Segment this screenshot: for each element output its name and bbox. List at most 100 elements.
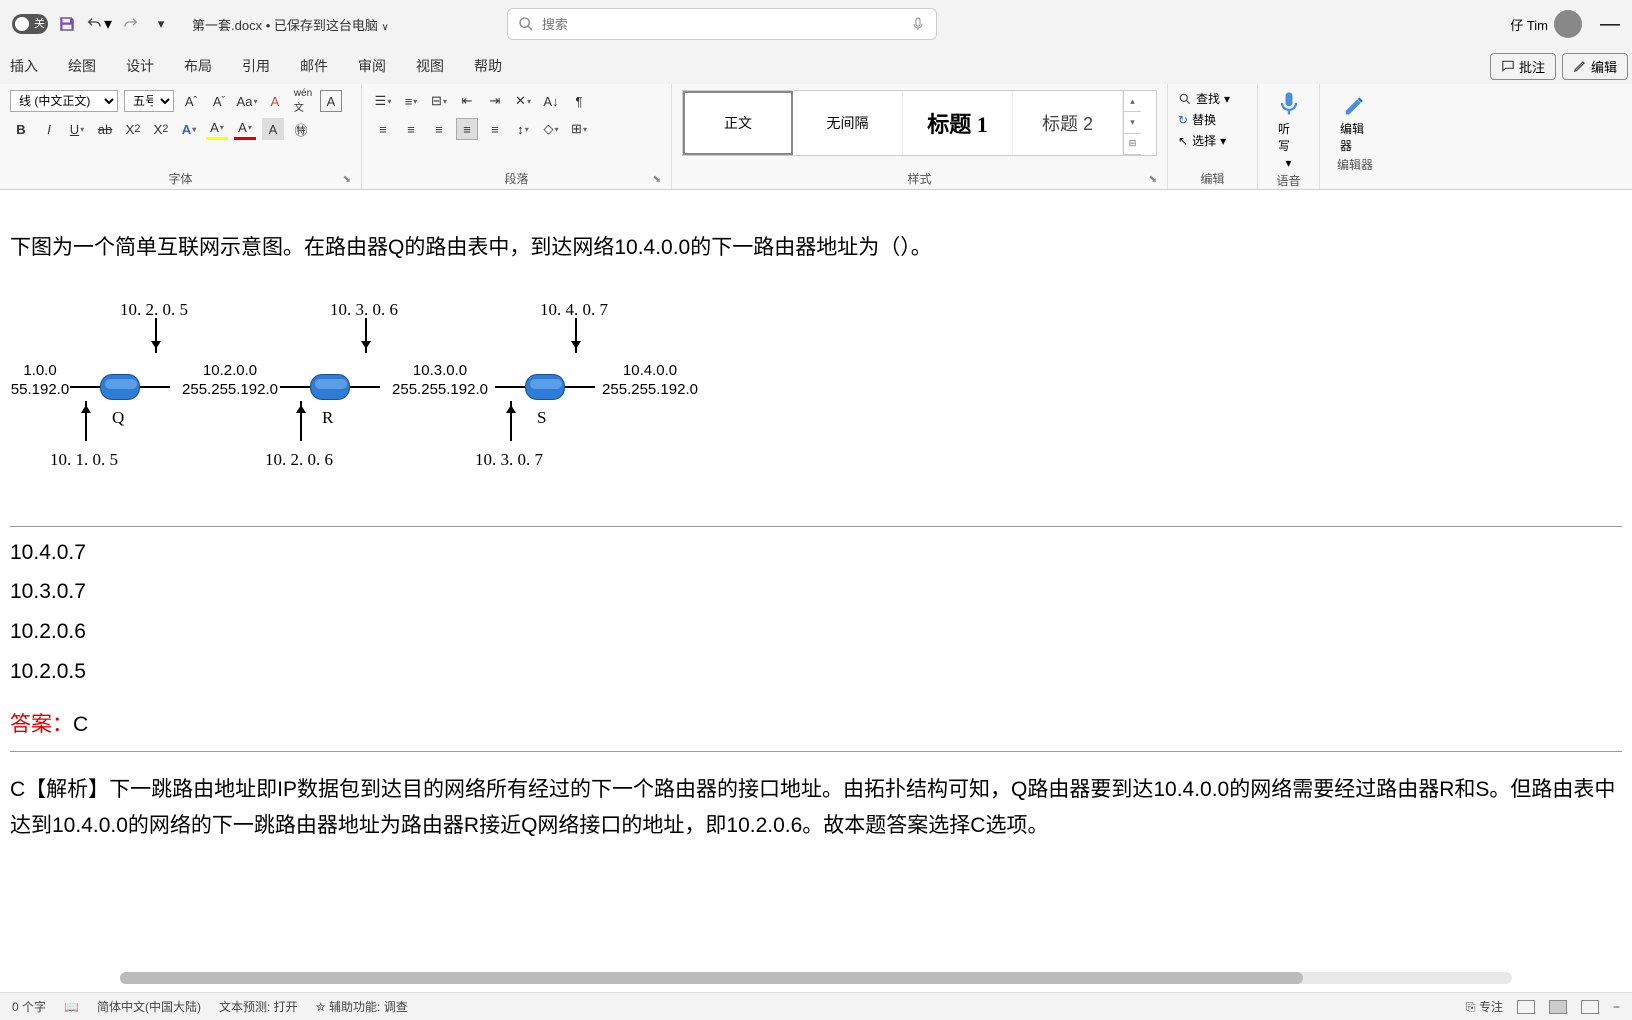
change-case-icon[interactable]: Aa▾ <box>236 90 258 112</box>
document-title: 第一套.docx • 已保存到这台电脑 ∨ <box>192 15 389 34</box>
distribute-icon[interactable]: ≡ <box>484 118 506 140</box>
justify-icon[interactable]: ≡ <box>456 118 478 140</box>
decrease-indent-icon[interactable]: ⇤ <box>456 90 478 112</box>
read-mode-icon[interactable] <box>1517 1000 1535 1014</box>
minimize-button[interactable]: — <box>1600 13 1620 36</box>
replace-button[interactable]: ↻替换 <box>1178 111 1247 128</box>
styles-gallery[interactable]: 正文 无间隔 标题 1 标题 2 ▴▾⊟ <box>682 90 1157 156</box>
horizontal-scrollbar[interactable] <box>120 972 1512 984</box>
align-right-icon[interactable]: ≡ <box>428 118 450 140</box>
tab-layout[interactable]: 布局 <box>178 52 218 80</box>
font-size-select[interactable]: 五号 <box>124 90 174 112</box>
paragraph-launcher-icon[interactable]: ⬊ <box>653 174 661 185</box>
enclose-char-icon[interactable]: ㊕ <box>290 118 312 140</box>
subscript-icon[interactable]: X2 <box>122 118 144 140</box>
tab-insert[interactable]: 插入 <box>4 52 44 80</box>
font-color-icon[interactable]: A▾ <box>234 118 256 140</box>
undo-button[interactable]: ▾ <box>86 14 112 34</box>
qat-dropdown[interactable]: ▾ <box>150 13 172 35</box>
search-input[interactable] <box>542 17 902 32</box>
style-normal[interactable]: 正文 <box>683 91 793 155</box>
group-font: 线 (中文正文) 五号 Aˆ Aˇ Aa▾ A wén文 A B I U▾ ab… <box>0 84 362 189</box>
line-spacing-icon[interactable]: ↕▾ <box>512 118 534 140</box>
answer-label: 答案： <box>10 713 73 736</box>
tab-mailings[interactable]: 邮件 <box>294 52 334 80</box>
analysis-text: C【解析】下一跳路由地址即IP数据包到达目的网络所有经过的下一个路由器的接口地址… <box>10 772 1622 843</box>
bullets-icon[interactable]: ☰▾ <box>372 90 394 112</box>
spellcheck-icon[interactable]: 📖 <box>64 1000 79 1014</box>
document-area: 下图为一个简单互联网示意图。在路由器Q的路由表中，到达网络10.4.0.0的下一… <box>0 190 1632 990</box>
ribbon: 线 (中文正文) 五号 Aˆ Aˇ Aa▾ A wén文 A B I U▾ ab… <box>0 84 1632 190</box>
redo-button[interactable] <box>120 13 142 35</box>
increase-indent-icon[interactable]: ⇥ <box>484 90 506 112</box>
language-status[interactable]: 简体中文(中国大陆) <box>97 998 201 1015</box>
web-layout-icon[interactable] <box>1581 1000 1599 1014</box>
network-diagram: 1.0.055.192.010.2.0.0255.255.192.010.3.0… <box>10 296 1622 496</box>
comments-button[interactable]: 批注 <box>1490 53 1556 80</box>
grow-font-icon[interactable]: Aˆ <box>180 90 202 112</box>
editor-button[interactable]: 编辑器 <box>1330 90 1380 154</box>
option-a: 10.4.0.7 <box>10 535 1622 571</box>
mic-icon[interactable] <box>910 16 926 32</box>
answer-options: 10.4.0.7 10.3.0.7 10.2.0.6 10.2.0.5 <box>10 535 1622 690</box>
group-styles: 正文 无间隔 标题 1 标题 2 ▴▾⊟ 样式⬊ <box>672 84 1168 189</box>
text-prediction-status[interactable]: 文本预测: 打开 <box>219 998 298 1015</box>
tab-draw[interactable]: 绘图 <box>62 52 102 80</box>
editing-mode-button[interactable]: 编辑 <box>1562 53 1628 80</box>
save-icon[interactable] <box>56 13 78 35</box>
style-heading2[interactable]: 标题 2 <box>1013 91 1123 155</box>
focus-mode[interactable]: ⎘ 专注 <box>1466 998 1503 1015</box>
titlebar: ▾ ▾ 第一套.docx • 已保存到这台电脑 ∨ 仔 Tim — <box>0 0 1632 48</box>
italic-icon[interactable]: I <box>38 118 60 140</box>
group-edit: 查找▾ ↻替换 ↖选择▾ 编辑 <box>1168 84 1258 189</box>
shading-icon[interactable]: ◇▾ <box>540 118 562 140</box>
accessibility-status[interactable]: ✮ 辅助功能: 调查 <box>316 998 408 1015</box>
tab-design[interactable]: 设计 <box>120 52 160 80</box>
font-launcher-icon[interactable]: ⬊ <box>343 174 351 185</box>
group-voice: 听写▾ 语音 <box>1258 84 1320 189</box>
superscript-icon[interactable]: X2 <box>150 118 172 140</box>
group-editor: 编辑器 编辑器 <box>1320 84 1390 189</box>
divider <box>10 526 1622 527</box>
tab-review[interactable]: 审阅 <box>352 52 392 80</box>
text-effects-icon[interactable]: A▾ <box>178 118 200 140</box>
align-left-icon[interactable]: ≡ <box>372 118 394 140</box>
multilevel-icon[interactable]: ⊟▾ <box>428 90 450 112</box>
clear-format-icon[interactable]: A <box>264 90 286 112</box>
highlight-icon[interactable]: A▾ <box>206 118 228 140</box>
char-border-icon[interactable]: A <box>320 90 342 112</box>
tab-help[interactable]: 帮助 <box>468 52 508 80</box>
sort-icon[interactable]: A↓ <box>540 90 562 112</box>
underline-icon[interactable]: U▾ <box>66 118 88 140</box>
user-account[interactable]: 仔 Tim <box>1510 10 1582 38</box>
show-marks-icon[interactable]: ¶ <box>568 90 590 112</box>
word-count[interactable]: 0 个字 <box>12 998 46 1015</box>
char-shading-icon[interactable]: A <box>262 118 284 140</box>
scrollbar-thumb[interactable] <box>120 972 1303 984</box>
avatar <box>1554 10 1582 38</box>
tab-view[interactable]: 视图 <box>410 52 450 80</box>
divider <box>10 751 1622 752</box>
gallery-scroll[interactable]: ▴▾⊟ <box>1123 91 1141 155</box>
asian-layout-icon[interactable]: ✕▾ <box>512 90 534 112</box>
autosave-toggle[interactable] <box>12 14 48 34</box>
align-center-icon[interactable]: ≡ <box>400 118 422 140</box>
find-button[interactable]: 查找▾ <box>1178 90 1247 107</box>
dictate-button[interactable]: 听写▾ <box>1268 90 1309 170</box>
shrink-font-icon[interactable]: Aˇ <box>208 90 230 112</box>
style-heading1[interactable]: 标题 1 <box>903 91 1013 155</box>
bold-icon[interactable]: B <box>10 118 32 140</box>
borders-icon[interactable]: ⊞▾ <box>568 118 590 140</box>
select-button[interactable]: ↖选择▾ <box>1178 132 1247 149</box>
search-box[interactable] <box>507 8 937 40</box>
styles-launcher-icon[interactable]: ⬊ <box>1149 174 1157 185</box>
zoom-out-icon[interactable]: − <box>1613 1000 1620 1014</box>
numbering-icon[interactable]: ≡▾ <box>400 90 422 112</box>
tab-references[interactable]: 引用 <box>236 52 276 80</box>
document-content[interactable]: 下图为一个简单互联网示意图。在路由器Q的路由表中，到达网络10.4.0.0的下一… <box>0 190 1632 844</box>
font-family-select[interactable]: 线 (中文正文) <box>10 90 118 112</box>
phonetic-icon[interactable]: wén文 <box>292 90 314 112</box>
strikethrough-icon[interactable]: ab <box>94 118 116 140</box>
print-layout-icon[interactable] <box>1549 1000 1567 1014</box>
style-nospacing[interactable]: 无间隔 <box>793 91 903 155</box>
